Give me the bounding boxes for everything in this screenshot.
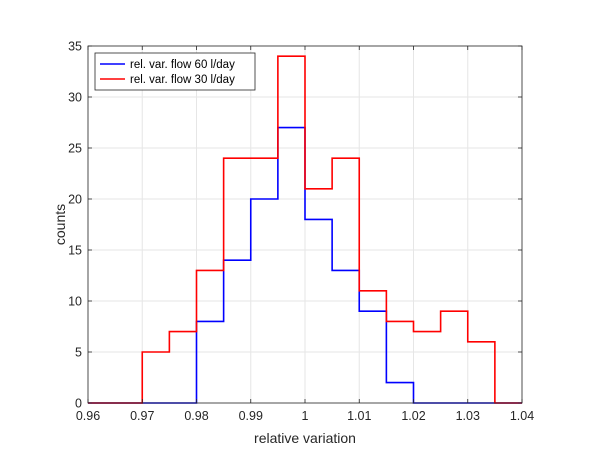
y-tick-label-6: 30 [68, 91, 82, 105]
x-tick-label-1: 0.97 [130, 409, 154, 423]
legend-box [94, 52, 256, 91]
x-tick-label-3: 0.99 [239, 409, 263, 423]
y-tick-labels: 0 5 10 15 20 25 30 35 [68, 40, 82, 411]
legend-label-1: rel. var. flow 60 l/day [130, 59, 235, 71]
y-tick-label-5: 25 [68, 142, 82, 156]
legend: rel. var. flow 60 l/day rel. var. flow 30… [94, 52, 256, 91]
x-tick-label-5: 1.01 [347, 409, 371, 423]
legend-label-2: rel. var. flow 30 l/day [130, 74, 235, 86]
y-tick-label-2: 10 [68, 295, 82, 309]
y-tick-label-1: 5 [75, 346, 82, 360]
y-axis-label: counts [52, 204, 68, 245]
x-tick-label-2: 0.98 [184, 409, 208, 423]
y-tick-label-4: 20 [68, 193, 82, 207]
x-tick-label-7: 1.03 [456, 409, 480, 423]
y-tick-label-3: 15 [68, 244, 82, 258]
x-axis-label: relative variation [254, 430, 356, 446]
y-tick-label-0: 0 [75, 397, 82, 411]
y-tick-label-7: 35 [68, 40, 82, 54]
x-tick-label-8: 1.04 [510, 409, 534, 423]
series-2-line [88, 55, 522, 404]
axes [87, 45, 523, 404]
x-tick-label-4: 1 [302, 409, 309, 423]
x-tick-label-6: 1.02 [401, 409, 425, 423]
x-tick-labels: 0.96 0.97 0.98 0.99 1 1.01 1.02 1.03 1.04 [76, 409, 534, 423]
x-tick-label-0: 0.96 [76, 409, 100, 423]
